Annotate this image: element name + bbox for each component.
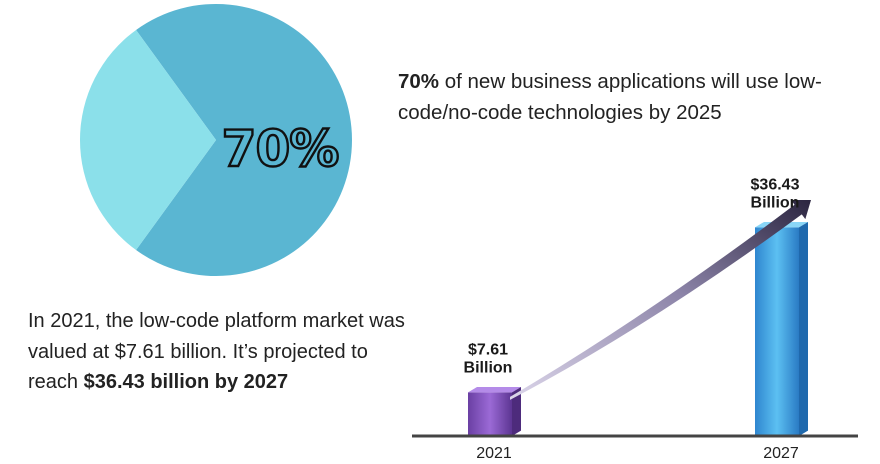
- pie-slice-small: [79, 29, 216, 251]
- bar-2027: [755, 227, 799, 436]
- bar-top-2021: [468, 387, 521, 393]
- value-label-2021-line2: Billion: [464, 359, 513, 376]
- market-projection: $36.43 billion by 2027: [83, 371, 289, 393]
- pie-slice-main: [136, 3, 352, 276]
- value-label-2027-line1: $36.43: [751, 176, 800, 193]
- pie-percent-label: 70%: [222, 120, 339, 178]
- value-label-2027-line2: Billion: [751, 194, 800, 211]
- bar-side-2021: [512, 387, 521, 436]
- headline-percent: 70%: [398, 70, 440, 93]
- bar-2021: [468, 392, 512, 436]
- pie-chart: 70%: [79, 3, 352, 276]
- headline-text: 70% of new business applications will us…: [398, 66, 828, 128]
- growth-arrow: [510, 199, 811, 400]
- x-tick-2021: 2021: [476, 445, 512, 462]
- x-tick-2027: 2027: [763, 445, 799, 462]
- value-label-2021-line1: $7.61: [468, 341, 508, 358]
- bar-side-2027: [799, 221, 808, 436]
- market-description: In 2021, the low-code platform market wa…: [28, 306, 408, 398]
- market-body: In 2021, the low-code platform market wa…: [28, 310, 405, 393]
- headline-body: of new business applications will use lo…: [398, 70, 822, 124]
